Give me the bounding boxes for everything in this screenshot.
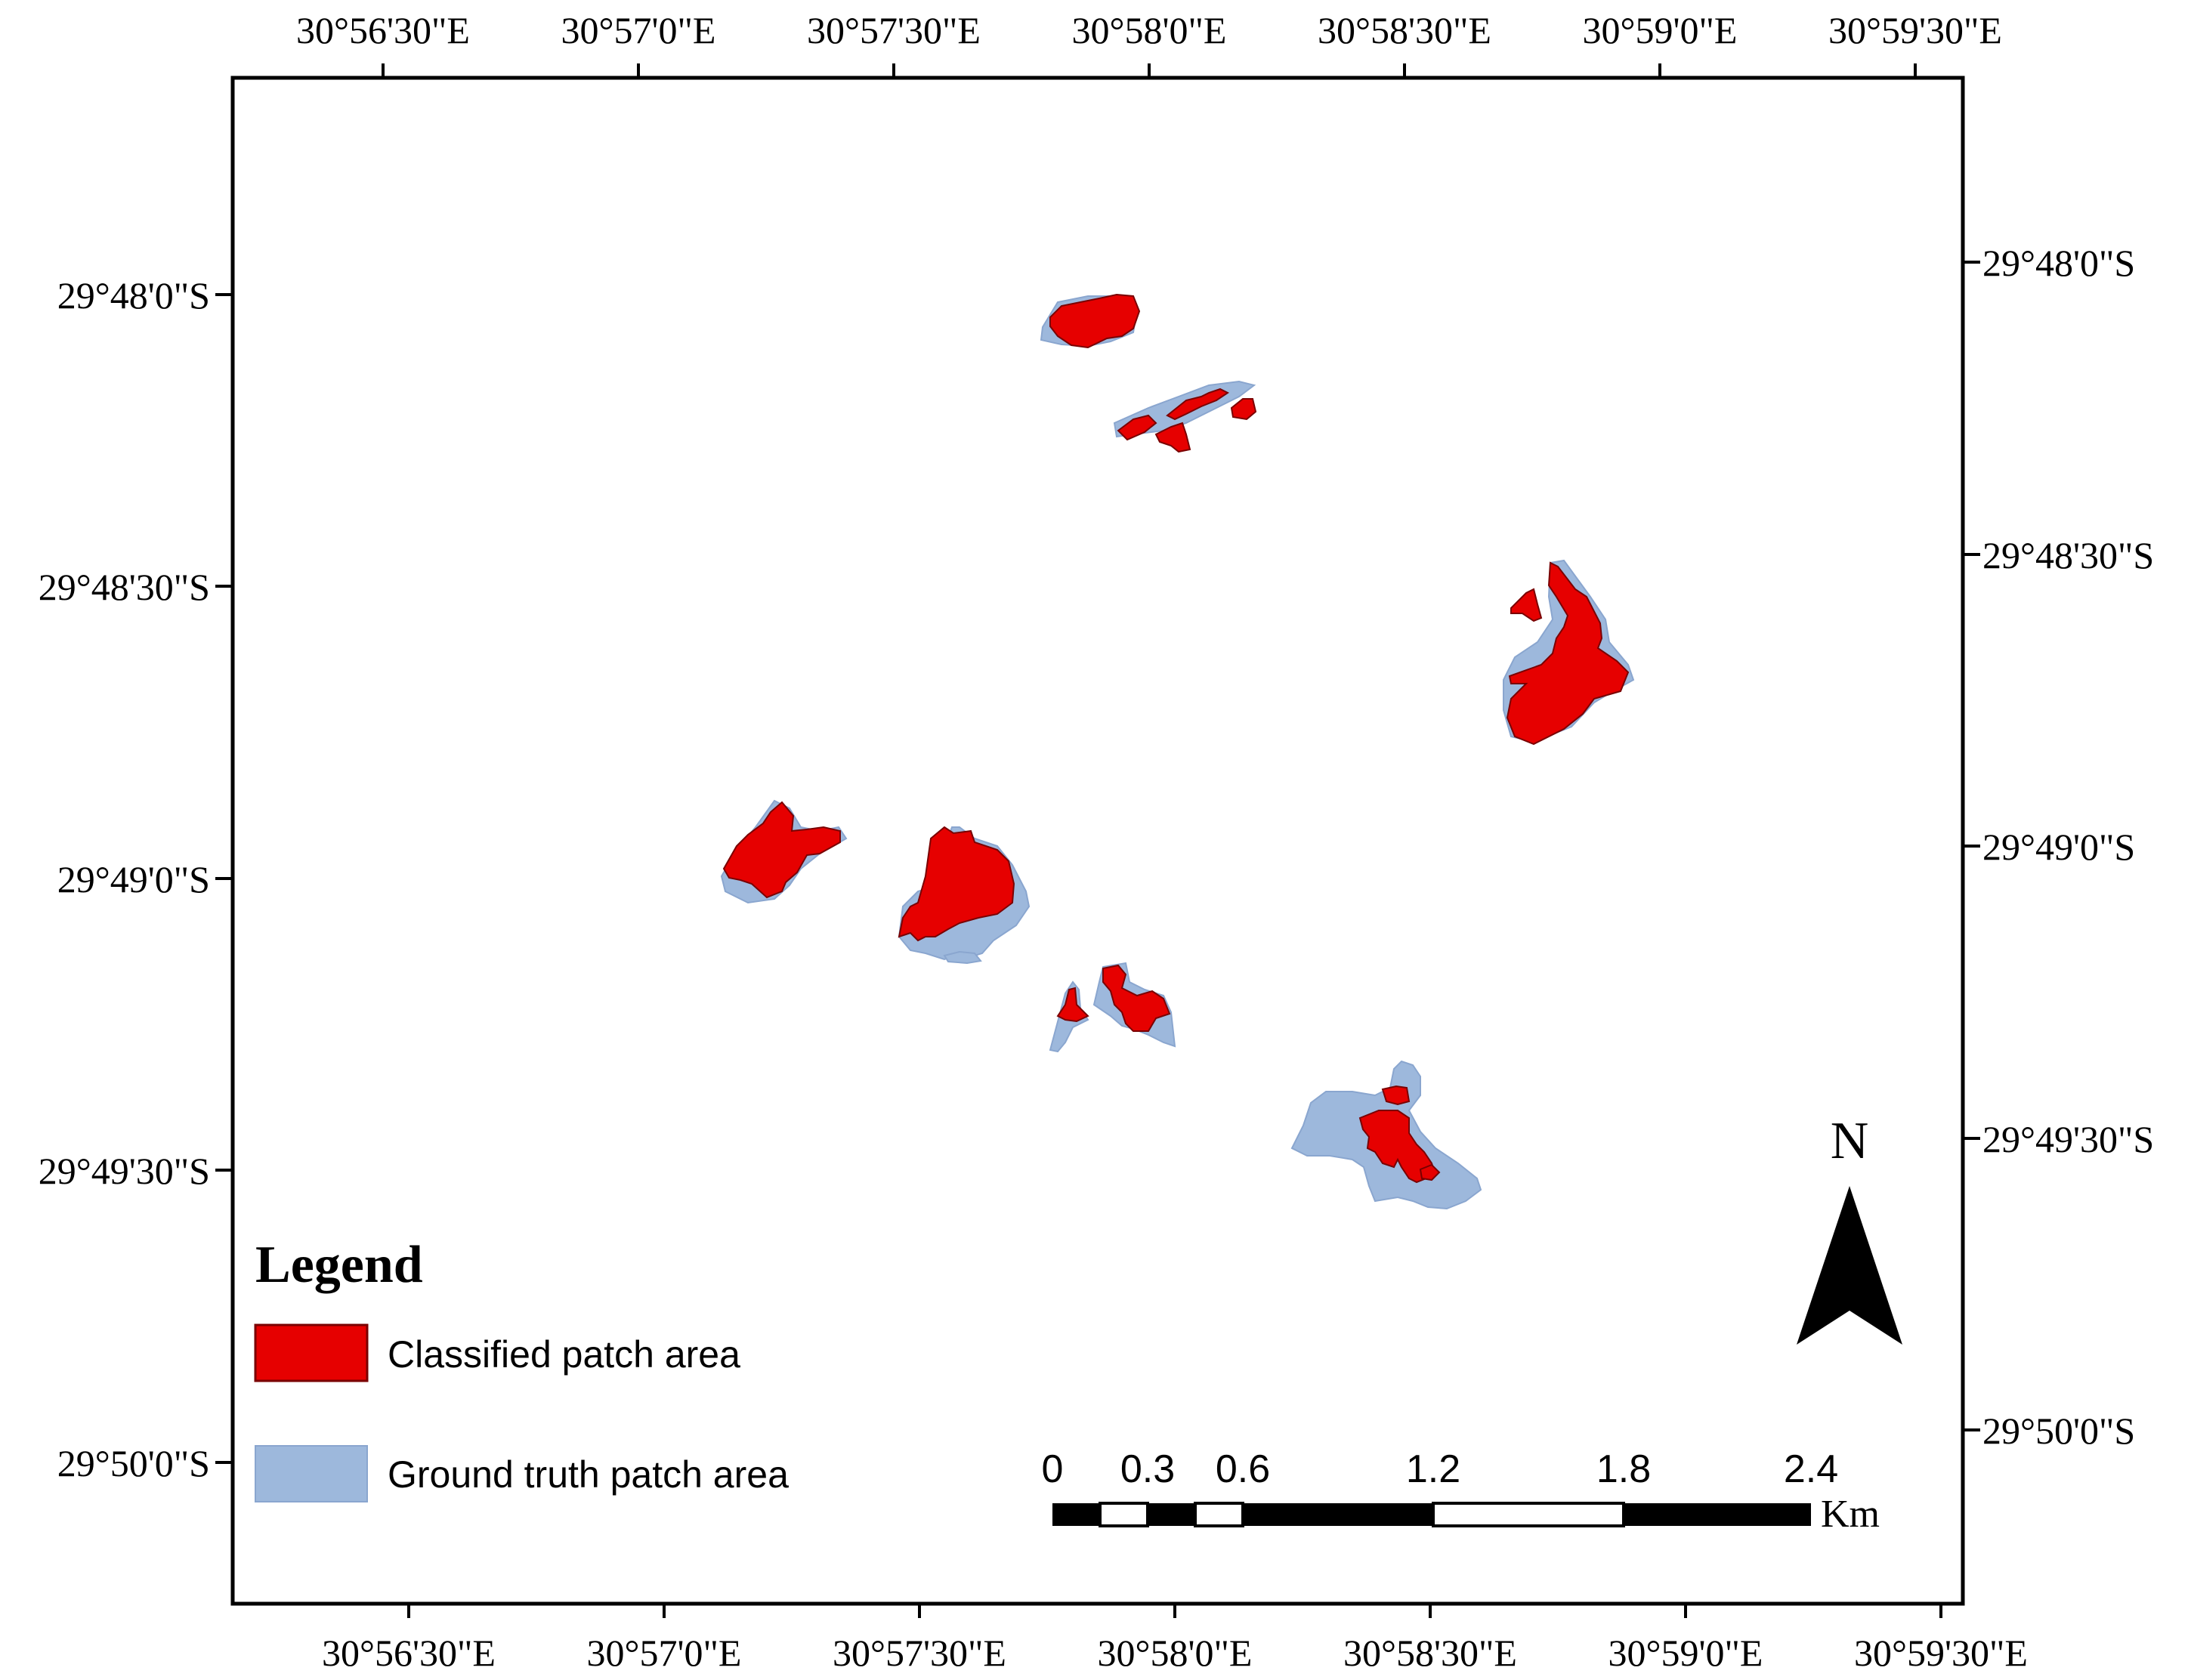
classified-patch bbox=[1049, 293, 1141, 349]
scale-bar-segment bbox=[1432, 1502, 1625, 1527]
scale-bar-label: 1.2 bbox=[1406, 1447, 1460, 1491]
left-tick-label: 29°49'0"S bbox=[57, 858, 210, 900]
scale-bar-segment bbox=[1194, 1502, 1244, 1527]
left-tick-label: 29°50'0"S bbox=[57, 1442, 210, 1484]
classified-patch bbox=[1510, 588, 1543, 622]
top-tick-label: 30°56'30"E bbox=[296, 9, 470, 51]
right-tick-label: 29°49'30"S bbox=[1982, 1118, 2154, 1160]
scale-bar-segment bbox=[1243, 1503, 1433, 1526]
patch-group-6 bbox=[1049, 962, 1176, 1053]
classified-patch bbox=[1166, 388, 1229, 421]
classified-patch bbox=[1117, 414, 1157, 441]
classified-patch bbox=[1419, 1163, 1441, 1181]
left-tick-label: 29°49'30"S bbox=[39, 1150, 210, 1192]
bottom-tick-label: 30°58'0"E bbox=[1098, 1632, 1253, 1674]
classified-patch bbox=[1358, 1110, 1437, 1184]
legend-label-classified: Classified patch area bbox=[388, 1333, 740, 1376]
scale-bar-label: 1.8 bbox=[1596, 1447, 1651, 1491]
classified-patch bbox=[1102, 964, 1171, 1032]
top-tick-label: 30°59'30"E bbox=[1828, 9, 2002, 51]
legend: Legend Classified patch area Ground trut… bbox=[254, 1236, 789, 1502]
scale-bar-unit: Km bbox=[1821, 1493, 1880, 1536]
scale-bar: 0 0.3 0.6 1.2 1.8 2.4 Km bbox=[1042, 1447, 1880, 1536]
bottom-graticule: 30°56'30"E 30°57'0"E 30°57'30"E 30°58'0"… bbox=[322, 1604, 2028, 1674]
left-graticule: 29°48'0"S 29°48'30"S 29°49'0"S 29°49'30"… bbox=[39, 274, 233, 1484]
north-arrow-icon bbox=[1797, 1186, 1902, 1345]
classified-patch bbox=[1230, 398, 1257, 421]
right-tick-label: 29°48'30"S bbox=[1982, 534, 2154, 576]
classified-patch bbox=[1056, 987, 1089, 1023]
top-tick-label: 30°57'30"E bbox=[807, 9, 981, 51]
right-graticule: 29°48'0"S 29°48'30"S 29°49'0"S 29°49'30"… bbox=[1963, 242, 2154, 1452]
patch-group-1 bbox=[1040, 293, 1141, 349]
right-tick-label: 29°48'0"S bbox=[1982, 242, 2135, 284]
patch-group-3 bbox=[1503, 559, 1635, 746]
classified-patch bbox=[722, 801, 841, 899]
legend-title: Legend bbox=[255, 1236, 423, 1294]
bottom-tick-label: 30°59'30"E bbox=[1854, 1632, 2028, 1674]
scale-bar-label: 2.4 bbox=[1784, 1447, 1838, 1491]
top-tick-label: 30°58'30"E bbox=[1318, 9, 1491, 51]
north-arrow-label: N bbox=[1831, 1112, 1869, 1170]
top-tick-label: 30°58'0"E bbox=[1072, 9, 1227, 51]
scale-bar-label: 0.6 bbox=[1216, 1447, 1270, 1491]
patch-group-4 bbox=[720, 799, 848, 904]
scale-bar-segment bbox=[1624, 1503, 1811, 1526]
scale-bar-segment bbox=[1099, 1502, 1149, 1527]
classified-patch bbox=[898, 826, 1015, 942]
legend-label-ground-truth: Ground truth patch area bbox=[388, 1453, 789, 1496]
scale-bar-segment bbox=[1052, 1503, 1100, 1526]
top-tick-label: 30°59'0"E bbox=[1583, 9, 1738, 51]
legend-swatch-classified bbox=[254, 1323, 369, 1382]
right-tick-label: 29°49'0"S bbox=[1982, 826, 2135, 868]
ground-truth-patch bbox=[943, 950, 982, 965]
bottom-tick-label: 30°59'0"E bbox=[1608, 1632, 1763, 1674]
scale-bar-segment bbox=[1148, 1503, 1195, 1526]
north-arrow: N bbox=[1797, 1112, 1902, 1345]
bottom-tick-label: 30°57'0"E bbox=[587, 1632, 742, 1674]
right-tick-label: 29°50'0"S bbox=[1982, 1410, 2135, 1452]
top-graticule: 30°56'30"E 30°57'0"E 30°57'30"E 30°58'0"… bbox=[296, 9, 2002, 78]
left-tick-label: 29°48'0"S bbox=[57, 274, 210, 317]
scale-bar-label: 0.3 bbox=[1120, 1447, 1175, 1491]
bottom-tick-label: 30°57'30"E bbox=[833, 1632, 1006, 1674]
classified-patch bbox=[1154, 422, 1191, 453]
patch-group-2 bbox=[1113, 380, 1257, 453]
bottom-tick-label: 30°58'30"E bbox=[1343, 1632, 1517, 1674]
patch-group-5 bbox=[898, 826, 1031, 965]
legend-swatch-ground-truth bbox=[255, 1445, 368, 1502]
scale-bar-label: 0 bbox=[1042, 1447, 1064, 1491]
map-frame bbox=[230, 76, 1965, 1606]
top-tick-label: 30°57'0"E bbox=[561, 9, 716, 51]
classified-patch bbox=[1381, 1085, 1411, 1106]
bottom-tick-label: 30°56'30"E bbox=[322, 1632, 496, 1674]
classified-patch bbox=[1506, 561, 1630, 746]
left-tick-label: 29°48'30"S bbox=[39, 566, 210, 608]
patch-group-7 bbox=[1290, 1060, 1482, 1210]
